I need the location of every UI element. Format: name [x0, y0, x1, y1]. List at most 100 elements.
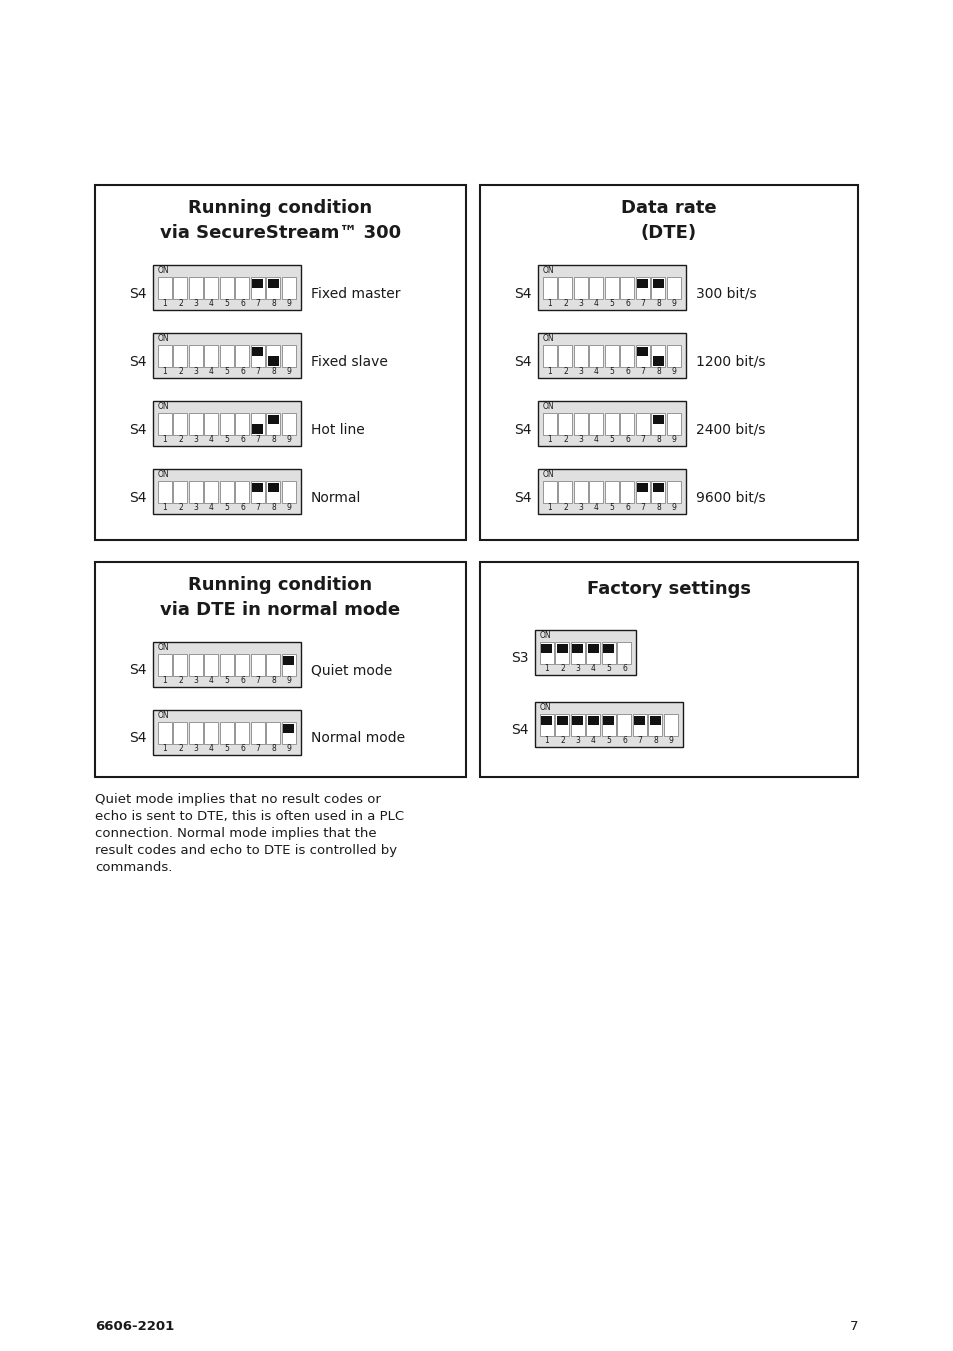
Text: 8: 8 — [271, 435, 275, 444]
Bar — [266, 481, 280, 503]
Text: 5: 5 — [609, 367, 614, 376]
Bar — [283, 724, 294, 732]
Bar — [204, 654, 218, 676]
Bar — [637, 278, 648, 288]
Bar — [589, 277, 603, 299]
FancyBboxPatch shape — [537, 332, 685, 378]
Text: 8: 8 — [271, 744, 275, 753]
Text: 8: 8 — [656, 299, 660, 308]
Text: 7: 7 — [255, 367, 260, 376]
Text: 9: 9 — [671, 367, 676, 376]
Text: 3: 3 — [578, 367, 583, 376]
Text: 2: 2 — [178, 676, 183, 685]
Bar — [542, 413, 557, 435]
Bar — [204, 481, 218, 503]
Text: 1: 1 — [547, 367, 552, 376]
FancyBboxPatch shape — [152, 401, 301, 446]
Text: 1200 bit/s: 1200 bit/s — [696, 354, 764, 369]
Text: Hot line: Hot line — [311, 423, 364, 436]
Bar — [587, 643, 598, 653]
Bar — [652, 278, 663, 288]
Bar — [604, 345, 618, 367]
FancyBboxPatch shape — [479, 562, 857, 777]
FancyBboxPatch shape — [479, 185, 857, 540]
Text: 7: 7 — [255, 299, 260, 308]
Text: 7: 7 — [255, 676, 260, 685]
Bar — [173, 481, 188, 503]
Bar — [558, 481, 572, 503]
Text: 1: 1 — [162, 367, 167, 376]
Text: connection. Normal mode implies that the: connection. Normal mode implies that the — [95, 827, 376, 840]
Text: ON: ON — [158, 643, 170, 653]
Bar — [603, 716, 614, 724]
Bar — [586, 713, 599, 736]
Text: 4: 4 — [209, 435, 213, 444]
Text: ON: ON — [542, 403, 554, 411]
Text: 300 bit/s: 300 bit/s — [696, 286, 756, 300]
Bar — [268, 278, 278, 288]
Text: 1: 1 — [547, 503, 552, 512]
Bar — [220, 413, 233, 435]
Bar — [253, 346, 263, 355]
Bar — [173, 654, 188, 676]
Text: 4: 4 — [209, 676, 213, 685]
Bar — [268, 482, 278, 492]
Text: 8: 8 — [271, 367, 275, 376]
Text: Data rate: Data rate — [620, 199, 716, 218]
Text: S4: S4 — [514, 286, 532, 300]
Text: 3: 3 — [193, 676, 198, 685]
Text: Normal: Normal — [311, 490, 361, 504]
Text: 9: 9 — [286, 676, 291, 685]
Bar — [572, 643, 583, 653]
Text: 9: 9 — [286, 435, 291, 444]
Text: 7: 7 — [255, 503, 260, 512]
Bar — [204, 721, 218, 744]
Text: 8: 8 — [271, 299, 275, 308]
Bar — [617, 642, 631, 663]
Text: 8: 8 — [656, 367, 660, 376]
Text: 2: 2 — [562, 367, 567, 376]
Bar — [220, 721, 233, 744]
Text: via SecureStream™ 300: via SecureStream™ 300 — [160, 224, 400, 242]
Text: 7: 7 — [639, 435, 645, 444]
Text: 2: 2 — [562, 435, 567, 444]
Text: 3: 3 — [578, 435, 583, 444]
Text: 2: 2 — [562, 503, 567, 512]
Text: 3: 3 — [193, 744, 198, 753]
Text: 4: 4 — [209, 744, 213, 753]
Text: 4: 4 — [209, 367, 213, 376]
Bar — [619, 277, 634, 299]
Bar — [636, 345, 649, 367]
Bar — [266, 277, 280, 299]
Bar — [633, 713, 646, 736]
Bar — [619, 345, 634, 367]
Text: 8: 8 — [656, 435, 660, 444]
Text: 4: 4 — [594, 503, 598, 512]
Bar — [158, 654, 172, 676]
Bar — [666, 413, 680, 435]
Text: 7: 7 — [639, 367, 645, 376]
Text: 1: 1 — [162, 676, 167, 685]
Text: 7: 7 — [848, 1320, 857, 1333]
Bar — [558, 277, 572, 299]
Bar — [266, 654, 280, 676]
Text: 8: 8 — [656, 503, 660, 512]
Text: 7: 7 — [255, 435, 260, 444]
Bar — [220, 345, 233, 367]
Text: 4: 4 — [594, 435, 598, 444]
Bar — [571, 642, 584, 663]
Bar — [649, 716, 660, 724]
Text: 5: 5 — [224, 367, 230, 376]
Bar — [173, 721, 188, 744]
Text: 3: 3 — [575, 663, 579, 673]
Text: ON: ON — [158, 470, 170, 480]
Bar — [557, 643, 567, 653]
Text: 7: 7 — [639, 503, 645, 512]
Text: 9600 bit/s: 9600 bit/s — [696, 490, 765, 504]
Text: 9: 9 — [286, 367, 291, 376]
Text: Running condition: Running condition — [189, 576, 373, 594]
FancyBboxPatch shape — [535, 630, 636, 676]
Bar — [648, 713, 661, 736]
Bar — [572, 716, 583, 724]
Bar — [652, 357, 663, 366]
